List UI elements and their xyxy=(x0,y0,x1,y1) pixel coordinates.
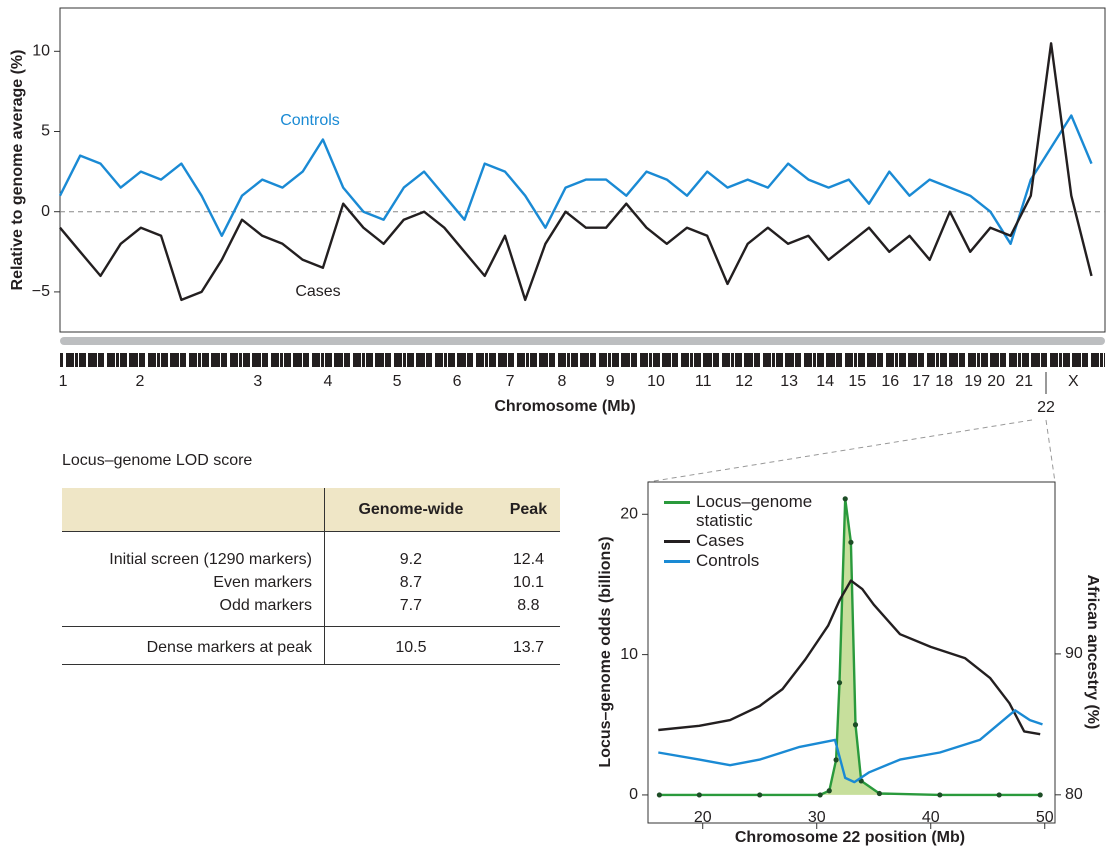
x-tick-label: 11 xyxy=(695,373,712,390)
marker-dot xyxy=(848,539,854,545)
legend-label: Controls xyxy=(696,551,760,570)
cell: 8.8 xyxy=(496,594,560,627)
x-tick-label: 18 xyxy=(935,373,953,390)
marker-dot xyxy=(842,496,848,502)
x-axis-title: Chromosome (Mb) xyxy=(494,398,635,415)
series-line xyxy=(658,709,1043,784)
marker-dot xyxy=(1037,792,1043,798)
x-tick-label: 3 xyxy=(253,373,262,390)
plot-frame xyxy=(647,481,1056,824)
x-tick-label: 4 xyxy=(324,373,333,390)
row-label: Initial screen (1290 markers) xyxy=(62,548,325,571)
series-line xyxy=(59,42,1093,302)
lod-table: Genome-wide Peak Initial screen (1290 ma… xyxy=(62,488,560,665)
x-tick-label: 40 xyxy=(922,809,940,826)
x-tick-label: 8 xyxy=(557,373,566,390)
cell: 7.7 xyxy=(324,594,497,627)
y2-axis-title: African ancestry (%) xyxy=(1084,575,1101,730)
x-tick-label: 7 xyxy=(506,373,515,390)
zoom-line xyxy=(647,419,1033,483)
header-cell: Peak xyxy=(496,488,560,532)
marker-dot xyxy=(826,788,832,794)
cell: 13.7 xyxy=(496,626,560,665)
x-tick-label: 12 xyxy=(735,373,753,390)
series-label: Controls xyxy=(280,112,340,129)
x-tick-label: 20 xyxy=(694,809,712,826)
legend-item: Locus–genome statistic xyxy=(664,492,816,530)
header-cell: Genome-wide xyxy=(324,488,497,532)
zoom-tick-label: 22 xyxy=(1037,399,1055,416)
marker-dot xyxy=(876,790,883,797)
x-axis-title: Chromosome 22 position (Mb) xyxy=(735,829,965,846)
x-tick-label: 9 xyxy=(606,373,615,390)
y-tick-label: 10 xyxy=(32,43,50,60)
legend-label: Cases xyxy=(696,531,745,550)
cell: 10.1 xyxy=(512,574,544,591)
x-tick-label: X xyxy=(1068,373,1079,390)
x-tick-label: 17 xyxy=(912,373,930,390)
header-cell xyxy=(62,488,325,532)
marker-dot xyxy=(852,722,859,728)
cell: 10.5 xyxy=(324,626,497,665)
ideogram-band xyxy=(60,337,1105,345)
x-tick-label: 6 xyxy=(453,373,462,390)
legend-swatch xyxy=(664,540,690,543)
row-label: Dense markers at peak xyxy=(62,626,325,665)
x-tick-label: 5 xyxy=(393,373,402,390)
y2-tick-label: 90 xyxy=(1065,645,1083,662)
y-tick-label: 20 xyxy=(620,505,638,522)
table-caption: Locus–genome LOD score xyxy=(62,452,253,469)
zoom-line xyxy=(1045,419,1056,483)
x-tick-label: 21 xyxy=(1015,373,1033,390)
x-tick-label: 20 xyxy=(987,373,1005,390)
y2-tick-label: 80 xyxy=(1065,786,1083,803)
marker-band xyxy=(60,353,1105,367)
marker-dot xyxy=(757,792,763,798)
y-tick-label: 5 xyxy=(41,123,50,140)
x-tick-label: 13 xyxy=(780,373,798,390)
x-tick-label: 2 xyxy=(135,373,144,390)
x-tick-label: 1 xyxy=(59,373,68,390)
y-axis-title: Relative to genome average (%) xyxy=(9,50,26,291)
row-label: Odd markers xyxy=(62,594,325,627)
x-tick-label: 10 xyxy=(647,373,665,390)
series-line xyxy=(658,579,1041,736)
marker-dot xyxy=(817,792,823,798)
x-tick-label: 15 xyxy=(848,373,866,390)
marker-dot xyxy=(696,792,702,798)
y-tick-label: 10 xyxy=(620,646,638,663)
y-tick-label: −5 xyxy=(32,283,50,300)
x-tick-label: 14 xyxy=(816,373,834,390)
marker-dot xyxy=(836,680,843,686)
peak-area xyxy=(659,498,1041,795)
marker-dot xyxy=(656,792,663,798)
marker-dot xyxy=(833,757,839,763)
y-axis-title: Locus–genome odds (billions) xyxy=(597,536,614,767)
legend-swatch xyxy=(664,501,690,504)
cell: 9.2 xyxy=(399,551,423,568)
cell: 8.7 xyxy=(399,574,423,591)
legend-swatch xyxy=(664,560,690,563)
legend: Locus–genome statistic Cases Controls xyxy=(664,492,816,571)
series-label: Cases xyxy=(295,283,340,300)
x-tick-label: 50 xyxy=(1036,809,1054,826)
marker-dot xyxy=(996,792,1002,798)
x-tick-label: 19 xyxy=(964,373,982,390)
row-label: Even markers xyxy=(62,571,325,594)
series-line xyxy=(58,114,1093,245)
legend-label: Locus–genome statistic xyxy=(696,492,813,530)
legend-item: Cases xyxy=(664,531,816,550)
spacer xyxy=(62,531,325,548)
y-tick-label: 0 xyxy=(41,203,50,220)
x-tick-label: 30 xyxy=(808,809,826,826)
y-tick-label: 0 xyxy=(629,786,638,803)
plot-frame xyxy=(59,7,1106,333)
legend-item: Controls xyxy=(664,551,816,570)
cell: 12.4 xyxy=(512,551,544,568)
x-tick-label: 16 xyxy=(881,373,899,390)
marker-dot xyxy=(937,792,943,798)
